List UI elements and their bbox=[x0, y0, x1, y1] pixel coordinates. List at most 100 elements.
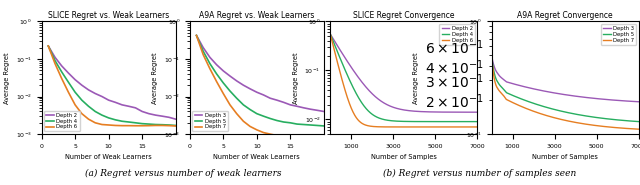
Depth 6 bbox=[92, 122, 99, 124]
Depth 6 bbox=[406, 126, 413, 128]
Depth 5 bbox=[212, 73, 220, 75]
Depth 4 bbox=[111, 119, 119, 121]
Depth 4 bbox=[78, 99, 86, 101]
Depth 7 bbox=[575, 122, 583, 124]
Title: SLICE Regret vs. Weak Learners: SLICE Regret vs. Weak Learners bbox=[48, 11, 169, 21]
Line: Depth 3: Depth 3 bbox=[492, 55, 639, 102]
Legend: Depth 2, Depth 4, Depth 6: Depth 2, Depth 4, Depth 6 bbox=[440, 24, 475, 45]
Depth 3 bbox=[193, 34, 200, 37]
Depth 6 bbox=[78, 112, 86, 115]
Depth 2 bbox=[84, 89, 92, 91]
Line: Depth 4: Depth 4 bbox=[330, 34, 477, 122]
Depth 6 bbox=[118, 125, 126, 127]
Legend: Depth 2, Depth 4, Depth 6: Depth 2, Depth 4, Depth 6 bbox=[44, 111, 79, 132]
Line: Depth 6: Depth 6 bbox=[48, 46, 175, 126]
Line: Depth 2: Depth 2 bbox=[48, 46, 175, 119]
Depth 5 bbox=[260, 115, 268, 117]
Depth 7 bbox=[233, 112, 241, 115]
Depth 7 bbox=[280, 135, 287, 137]
Depth 5 bbox=[206, 63, 214, 65]
Depth 6 bbox=[165, 125, 173, 127]
Depth 5 bbox=[567, 112, 575, 114]
Depth 4 bbox=[84, 105, 92, 107]
Depth 7 bbox=[253, 129, 260, 131]
Depth 6 bbox=[138, 125, 146, 127]
Depth 3 bbox=[320, 110, 328, 113]
Depth 4 bbox=[406, 120, 413, 123]
Depth 3 bbox=[287, 104, 294, 106]
Depth 3 bbox=[206, 56, 214, 58]
Depth 5 bbox=[635, 120, 640, 123]
Depth 2 bbox=[58, 65, 65, 67]
Line: Depth 5: Depth 5 bbox=[196, 36, 324, 126]
Depth 5 bbox=[239, 104, 247, 106]
Depth 7 bbox=[314, 138, 321, 140]
Depth 7 bbox=[239, 120, 247, 122]
Depth 3 bbox=[488, 54, 495, 56]
Depth 7 bbox=[226, 104, 234, 106]
Depth 3 bbox=[253, 91, 260, 93]
Depth 4 bbox=[172, 124, 179, 127]
Depth 2 bbox=[326, 33, 334, 35]
Depth 4 bbox=[470, 120, 477, 123]
Depth 2 bbox=[65, 72, 72, 74]
Depth 2 bbox=[71, 79, 79, 81]
Depth 3 bbox=[293, 105, 301, 107]
Depth 4 bbox=[165, 124, 173, 126]
Depth 2 bbox=[125, 105, 132, 107]
Depth 3 bbox=[631, 100, 639, 103]
Depth 3 bbox=[266, 97, 274, 99]
Line: Depth 7: Depth 7 bbox=[492, 56, 639, 129]
Depth 4 bbox=[138, 122, 146, 125]
Depth 2 bbox=[98, 95, 106, 98]
Depth 4 bbox=[132, 122, 140, 124]
Depth 2 bbox=[396, 108, 404, 110]
Depth 6 bbox=[105, 124, 113, 126]
Depth 3 bbox=[609, 99, 616, 101]
X-axis label: Number of Weak Learners: Number of Weak Learners bbox=[65, 154, 152, 160]
Depth 2 bbox=[406, 110, 413, 112]
Depth 6 bbox=[145, 125, 153, 127]
Y-axis label: Average Regret: Average Regret bbox=[4, 52, 10, 104]
Depth 5 bbox=[253, 112, 260, 115]
Depth 4 bbox=[145, 123, 153, 125]
Depth 2 bbox=[138, 110, 146, 113]
Depth 2 bbox=[118, 104, 126, 106]
Depth 6 bbox=[125, 125, 132, 127]
Depth 6 bbox=[447, 126, 455, 128]
Depth 3 bbox=[260, 94, 268, 96]
Depth 4 bbox=[326, 33, 334, 35]
Depth 4 bbox=[105, 117, 113, 119]
Depth 3 bbox=[220, 70, 227, 72]
Depth 3 bbox=[233, 80, 241, 82]
Depth 5 bbox=[300, 123, 308, 126]
Depth 3 bbox=[575, 95, 583, 98]
Depth 3 bbox=[212, 64, 220, 66]
Depth 4 bbox=[396, 120, 404, 122]
Depth 2 bbox=[172, 118, 179, 120]
Line: Depth 7: Depth 7 bbox=[196, 36, 324, 139]
Depth 7 bbox=[557, 118, 565, 121]
Depth 5 bbox=[320, 125, 328, 127]
Y-axis label: Average Regret: Average Regret bbox=[293, 52, 299, 104]
Depth 7 bbox=[567, 120, 575, 123]
Depth 2 bbox=[145, 112, 153, 115]
Depth 3 bbox=[635, 101, 640, 103]
Depth 4 bbox=[118, 120, 126, 122]
Title: A9A Regret Convergence: A9A Regret Convergence bbox=[517, 11, 613, 21]
Depth 6 bbox=[51, 63, 59, 65]
Depth 5 bbox=[226, 90, 234, 92]
Depth 4 bbox=[98, 114, 106, 116]
Title: A9A Regret vs. Weak Learners: A9A Regret vs. Weak Learners bbox=[199, 11, 314, 21]
Depth 6 bbox=[396, 126, 404, 128]
Depth 5 bbox=[293, 123, 301, 125]
X-axis label: Number of Weak Learners: Number of Weak Learners bbox=[213, 154, 300, 160]
Depth 7 bbox=[287, 136, 294, 138]
Depth 3 bbox=[273, 99, 281, 101]
Legend: Depth 3, Depth 5, Depth 7: Depth 3, Depth 5, Depth 7 bbox=[193, 111, 228, 132]
Depth 2 bbox=[44, 45, 52, 47]
Text: (b) Regret versus number of samples seen: (b) Regret versus number of samples seen bbox=[383, 169, 577, 178]
Depth 5 bbox=[220, 82, 227, 84]
Title: SLICE Regret Convergence: SLICE Regret Convergence bbox=[353, 11, 454, 21]
Depth 3 bbox=[300, 107, 308, 109]
